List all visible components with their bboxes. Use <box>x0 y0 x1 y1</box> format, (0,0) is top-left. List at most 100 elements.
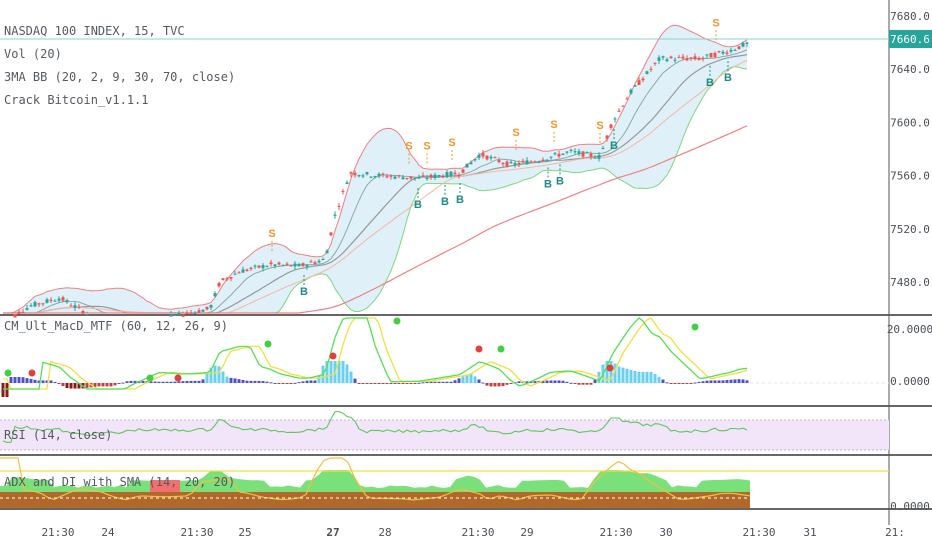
candle-body <box>385 176 389 178</box>
candle-body <box>657 57 661 61</box>
macd-hist-bar <box>49 380 53 383</box>
macd-hist-bar <box>685 383 689 384</box>
candle-body <box>709 53 713 58</box>
candle-body <box>189 312 193 314</box>
indicator-adx[interactable]: ADX and DI with SMA (14, 20, 20) <box>4 475 236 489</box>
macd-hist-bar <box>441 381 445 383</box>
macd-hist-bar <box>613 363 617 383</box>
candle-body <box>25 308 29 310</box>
macd-hist-bar <box>393 383 397 384</box>
candle-body <box>29 305 33 307</box>
macd-hist-bar <box>421 382 425 384</box>
macd-hist-bar <box>705 380 709 383</box>
candle-body <box>281 264 285 266</box>
candle-body <box>589 153 593 157</box>
candle-body <box>577 151 581 154</box>
macd-cross-dot <box>28 369 36 377</box>
candle-body <box>445 172 449 178</box>
buy-signal-3: B <box>456 194 464 206</box>
price-axis[interactable]: 7680.0 7640.0 7600.0 7560.0 7520.0 7480.0 <box>890 10 930 289</box>
macd-hist-bar <box>353 378 357 383</box>
candle-body <box>433 174 437 179</box>
candle-body <box>685 58 689 61</box>
macd-hist-bar <box>245 380 249 383</box>
macd-hist-bar <box>577 383 581 385</box>
candle-body <box>193 312 197 315</box>
candle-body <box>713 53 717 58</box>
time-tick-2: 21:30 <box>180 526 213 539</box>
macd-hist-bar <box>289 383 293 384</box>
candle-body <box>545 159 549 161</box>
macd-hist-bar <box>45 380 49 383</box>
sell-signal-2: S <box>423 140 430 152</box>
candle-body <box>49 299 53 301</box>
candle-body <box>249 267 253 269</box>
candle-body <box>745 42 749 44</box>
macd-hist-bar <box>317 375 321 383</box>
candle-body <box>621 105 625 107</box>
macd-hist-bar <box>249 380 253 383</box>
macd-hist-bar <box>173 381 177 383</box>
time-axis[interactable]: 21:30 24 21:30 25 27 28 21:30 29 21:30 30 21:30 31 2… <box>41 526 905 539</box>
macd-hist-bar <box>673 383 677 384</box>
candle-body <box>65 300 69 303</box>
macd-hist-bar <box>377 383 381 384</box>
last-price-text: 7660.6 <box>890 33 930 46</box>
candle-body <box>41 303 45 305</box>
rsi-line <box>2 410 748 443</box>
candles <box>13 41 749 318</box>
macd-hist-bar <box>721 380 725 383</box>
macd-hist-bar <box>733 379 737 383</box>
symbol-title[interactable]: NASDAQ 100 INDEX, 15, TVC <box>4 24 185 38</box>
macd-hist-bar <box>593 379 597 383</box>
macd-signal-line <box>3 317 748 390</box>
macd-hist-bar <box>561 380 565 383</box>
time-tick-9: 30 <box>659 526 672 539</box>
candle-body <box>369 176 373 178</box>
macd-hist-bar <box>649 371 653 383</box>
candle-body <box>673 59 677 61</box>
indicator-volume[interactable]: Vol (20) <box>4 47 62 61</box>
macd-hist-bar <box>9 377 13 383</box>
macd-hist-bar <box>737 379 741 383</box>
candle-body <box>469 162 473 165</box>
candle-body <box>725 52 729 54</box>
macd-hist-bar <box>185 380 189 383</box>
candle-body <box>617 110 621 112</box>
candle-body <box>677 57 681 59</box>
candle-body <box>237 272 241 274</box>
macd-cross-dot <box>393 317 401 325</box>
macd-hist-bar <box>165 381 169 383</box>
bb-fill <box>3 25 747 314</box>
macd-hist-bar <box>273 382 277 384</box>
indicator-crack-bitcoin[interactable]: Crack Bitcoin_v1.1.1 <box>4 93 149 107</box>
candle-body <box>213 293 217 297</box>
macd-hist-bar <box>77 383 81 389</box>
indicator-rsi[interactable]: RSI (14, close) <box>4 428 113 442</box>
candle-body <box>293 263 297 267</box>
buy-signal-7: B <box>706 77 714 89</box>
macd-cross-dot <box>146 374 154 382</box>
macd-hist-bar <box>189 380 193 383</box>
macd-cross-dot <box>475 345 483 353</box>
indicator-3ma-bb[interactable]: 3MA BB (20, 2, 9, 30, 70, close) <box>4 70 236 84</box>
macd-hist-bar <box>489 383 493 387</box>
candle-body <box>257 265 261 268</box>
macd-hist-bar <box>481 382 485 384</box>
candle-body <box>625 98 629 100</box>
candle-body <box>37 303 41 305</box>
candle-body <box>641 78 645 81</box>
candle-body <box>689 57 693 59</box>
candle-body <box>489 156 493 159</box>
candle-body <box>629 89 633 94</box>
macd-cross-dot <box>4 369 12 377</box>
macd-hist-bar <box>545 380 549 383</box>
macd-hist-bar <box>37 380 41 383</box>
macd-hist-bar <box>337 361 341 383</box>
macd-hist-bar <box>677 383 681 384</box>
macd-cross-dot <box>174 374 182 382</box>
candle-body <box>53 300 57 302</box>
indicator-macd[interactable]: CM_Ult_MacD_MTF (60, 12, 26, 9) <box>4 319 228 333</box>
price-tick-5: 7480.0 <box>890 276 930 289</box>
